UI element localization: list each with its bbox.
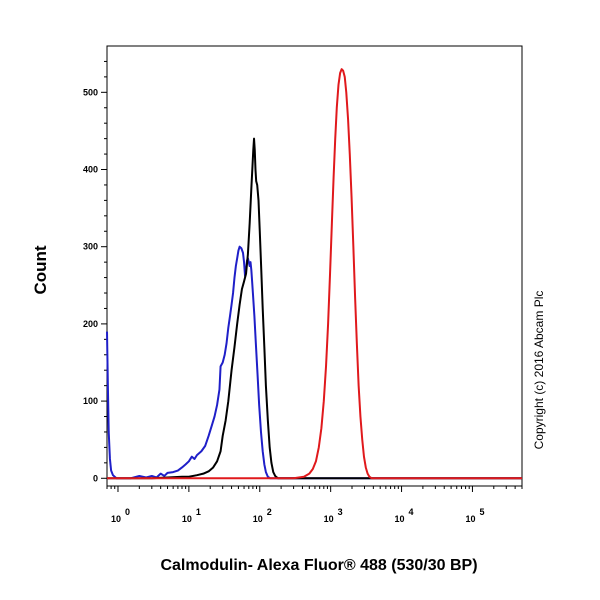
y-tick-label: 0	[93, 473, 98, 483]
x-tick-label: 10	[324, 514, 334, 524]
x-tick-exponent: 1	[196, 507, 201, 517]
x-tick-label: 10	[111, 514, 121, 524]
plot-border	[106, 45, 523, 487]
x-tick-label: 10	[182, 514, 192, 524]
x-tick-label: 10	[395, 514, 405, 524]
copyright-notice: Copyright (c) 2016 Abcam Plc	[532, 291, 546, 450]
y-axis-title: Count	[31, 245, 50, 294]
x-tick-exponent: 3	[338, 507, 343, 517]
y-tick-label: 300	[83, 242, 98, 252]
x-tick-exponent: 5	[479, 507, 484, 517]
x-axis: 10 0 10 1 10 2 10 3 10 4 10 5	[106, 486, 523, 524]
y-tick-label: 500	[83, 87, 98, 97]
y-tick-label: 100	[83, 396, 98, 406]
histogram-series-1	[106, 245, 522, 480]
y-tick-label: 400	[83, 165, 98, 175]
histogram-series-2	[107, 137, 522, 480]
series-layer	[106, 68, 522, 480]
x-tick-exponent: 2	[267, 507, 272, 517]
x-tick-label: 10	[465, 514, 475, 524]
x-tick-exponent: 0	[125, 507, 130, 517]
x-tick-label: 10	[253, 514, 263, 524]
y-tick-label: 200	[83, 319, 98, 329]
y-axis: 0 100 200 300 400 500	[83, 60, 107, 483]
histogram-series-3	[107, 68, 522, 480]
x-tick-exponent: 4	[409, 507, 414, 517]
x-axis-title: Calmodulin- Alexa Fluor® 488 (530/30 BP)	[160, 557, 477, 574]
plot-frame	[106, 45, 523, 487]
